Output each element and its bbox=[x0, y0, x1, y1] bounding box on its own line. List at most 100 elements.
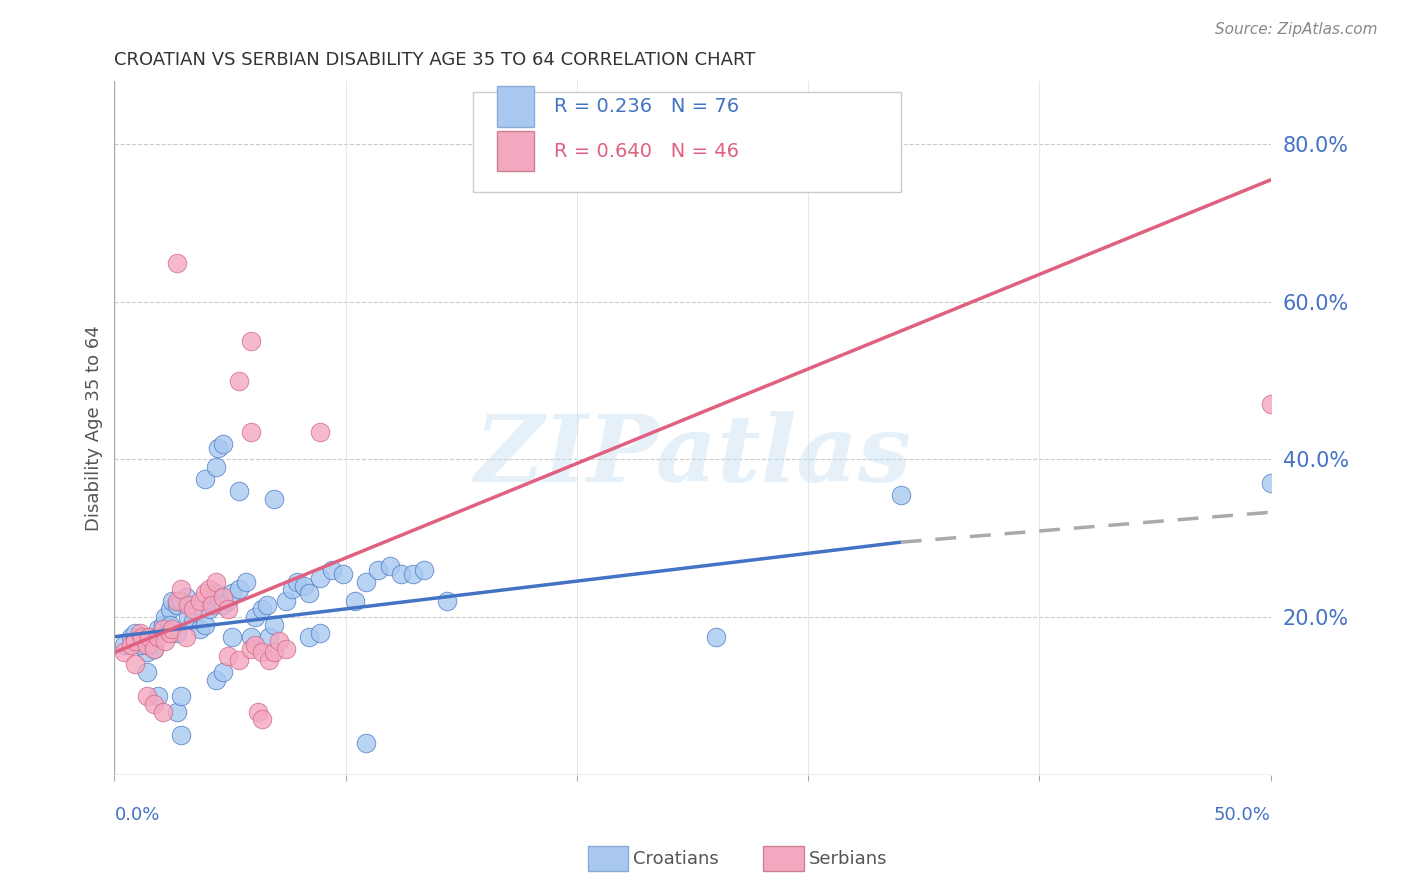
Point bbox=[124, 657, 146, 672]
Point bbox=[142, 641, 165, 656]
Point bbox=[166, 625, 188, 640]
Text: R = 0.640   N = 46: R = 0.640 N = 46 bbox=[554, 142, 738, 161]
Point bbox=[200, 594, 222, 608]
Point bbox=[332, 566, 354, 581]
Point bbox=[356, 736, 378, 750]
Point bbox=[166, 594, 188, 608]
Point bbox=[148, 622, 170, 636]
Point bbox=[217, 602, 239, 616]
Point bbox=[252, 602, 274, 616]
Text: Source: ZipAtlas.com: Source: ZipAtlas.com bbox=[1215, 22, 1378, 37]
Point bbox=[212, 436, 235, 450]
Text: 50.0%: 50.0% bbox=[1213, 805, 1271, 824]
Point bbox=[239, 630, 262, 644]
FancyBboxPatch shape bbox=[498, 86, 534, 127]
Point bbox=[170, 594, 193, 608]
Point bbox=[228, 582, 250, 597]
Text: ZIPatlas: ZIPatlas bbox=[474, 410, 911, 500]
Point bbox=[142, 641, 165, 656]
Point bbox=[124, 625, 146, 640]
Point bbox=[298, 586, 321, 600]
Point bbox=[205, 574, 228, 589]
Point bbox=[212, 665, 235, 680]
Point bbox=[135, 645, 157, 659]
Point bbox=[152, 705, 174, 719]
Point bbox=[207, 591, 229, 605]
Point bbox=[124, 633, 146, 648]
Point bbox=[285, 574, 308, 589]
Point bbox=[890, 488, 912, 502]
Point bbox=[221, 586, 243, 600]
Point bbox=[205, 460, 228, 475]
Point bbox=[239, 425, 262, 439]
Point bbox=[170, 728, 193, 742]
Point bbox=[205, 586, 228, 600]
Point bbox=[274, 594, 297, 608]
Point bbox=[128, 638, 150, 652]
Point bbox=[256, 598, 278, 612]
Point bbox=[166, 705, 188, 719]
Point bbox=[138, 638, 160, 652]
Point bbox=[160, 622, 183, 636]
Point bbox=[148, 630, 170, 644]
Point bbox=[228, 374, 250, 388]
Point bbox=[138, 630, 160, 644]
Point bbox=[259, 630, 281, 644]
Point bbox=[128, 625, 150, 640]
Point bbox=[1260, 476, 1282, 491]
Point bbox=[263, 491, 285, 506]
Point bbox=[112, 645, 135, 659]
Point bbox=[309, 425, 332, 439]
Point bbox=[155, 633, 177, 648]
Text: R = 0.236   N = 76: R = 0.236 N = 76 bbox=[554, 97, 740, 116]
Point bbox=[436, 594, 458, 608]
Point bbox=[159, 625, 181, 640]
Point bbox=[174, 591, 197, 605]
Point bbox=[309, 571, 332, 585]
Point bbox=[1260, 397, 1282, 411]
Point bbox=[166, 255, 188, 269]
Point bbox=[174, 630, 197, 644]
Point bbox=[181, 614, 204, 628]
Point bbox=[228, 483, 250, 498]
Point bbox=[194, 618, 217, 632]
Point bbox=[704, 630, 727, 644]
Point bbox=[413, 563, 436, 577]
Point bbox=[221, 630, 243, 644]
Point bbox=[152, 618, 174, 632]
Point bbox=[170, 582, 193, 597]
Point bbox=[367, 563, 389, 577]
Point bbox=[148, 689, 170, 703]
Y-axis label: Disability Age 35 to 64: Disability Age 35 to 64 bbox=[86, 325, 103, 531]
Point bbox=[198, 602, 221, 616]
Point bbox=[207, 441, 229, 455]
Point bbox=[321, 563, 343, 577]
Point bbox=[200, 598, 222, 612]
Point bbox=[188, 622, 211, 636]
Point bbox=[298, 630, 321, 644]
Point bbox=[274, 641, 297, 656]
Point bbox=[246, 705, 269, 719]
Point bbox=[128, 633, 150, 648]
Point bbox=[120, 630, 142, 644]
Point bbox=[177, 598, 200, 612]
Point bbox=[159, 602, 181, 616]
Point bbox=[263, 618, 285, 632]
FancyBboxPatch shape bbox=[472, 92, 901, 193]
Point bbox=[205, 673, 228, 687]
Point bbox=[389, 566, 412, 581]
Point bbox=[235, 574, 257, 589]
Point bbox=[343, 594, 366, 608]
Point bbox=[198, 582, 221, 597]
Point bbox=[356, 574, 378, 589]
Point bbox=[120, 638, 142, 652]
Point bbox=[181, 602, 204, 616]
Text: CROATIAN VS SERBIAN DISABILITY AGE 35 TO 64 CORRELATION CHART: CROATIAN VS SERBIAN DISABILITY AGE 35 TO… bbox=[114, 51, 756, 69]
Point bbox=[177, 610, 200, 624]
Point bbox=[166, 598, 188, 612]
Point bbox=[124, 633, 146, 648]
Point bbox=[188, 594, 211, 608]
Point bbox=[281, 582, 304, 597]
Text: Croatians: Croatians bbox=[633, 850, 718, 868]
Point bbox=[228, 653, 250, 667]
